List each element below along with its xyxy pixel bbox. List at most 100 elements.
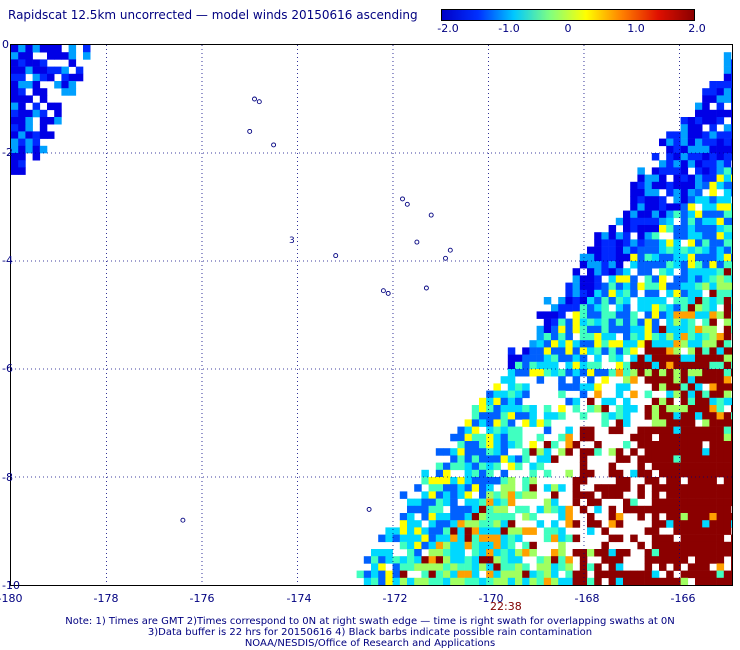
wind-cell: [421, 570, 429, 579]
wind-cell: [507, 541, 516, 550]
wind-cell: [709, 203, 717, 211]
wind-cell: [623, 549, 631, 557]
wind-cell: [630, 189, 638, 197]
wind-cell: [666, 145, 674, 154]
wind-cell: [493, 563, 501, 571]
wind-cell: [608, 354, 617, 363]
wind-cell: [443, 570, 451, 579]
wind-cell: [637, 455, 645, 463]
wind-cell: [702, 131, 710, 139]
wind-cell: [608, 246, 617, 255]
wind-cell: [716, 117, 725, 125]
wind-cell: [709, 534, 717, 543]
wind-cell: [659, 534, 667, 543]
wind-cell: [421, 505, 429, 514]
wind-cell: [659, 419, 667, 427]
wind-cell: [651, 527, 660, 535]
wind-cell: [702, 498, 710, 507]
wind-cell: [435, 577, 444, 585]
wind-cell: [529, 549, 537, 557]
wind-cell: [507, 534, 516, 543]
wind-cell: [723, 109, 732, 118]
wind-cell: [378, 563, 386, 571]
wind-cell: [479, 441, 487, 449]
wind-cell: [615, 563, 624, 571]
wind-cell: [601, 297, 609, 305]
wind-cell: [680, 491, 689, 499]
wind-cell: [644, 354, 653, 363]
wind-cell: [594, 361, 602, 370]
wind-cell: [630, 261, 638, 269]
x-tick-label: -180: [0, 592, 23, 605]
wind-cell: [32, 66, 41, 75]
wind-cell: [644, 426, 653, 435]
wind-cell: [709, 419, 717, 427]
wind-cell: [695, 549, 703, 557]
wind-cell: [680, 513, 689, 521]
wind-cell: [651, 397, 660, 406]
wind-cell: [673, 225, 681, 233]
wind-cell: [731, 325, 732, 334]
wind-cell: [551, 556, 559, 564]
wind-cell: [687, 455, 696, 463]
wind-cell: [680, 361, 689, 370]
footer-note-line: NOAA/NESDIS/Office of Research and Appli…: [244, 638, 496, 649]
wind-cell: [378, 549, 386, 557]
wind-cell: [551, 498, 559, 507]
wind-cell: [702, 325, 710, 334]
wind-cell: [680, 210, 689, 219]
wind-cell: [687, 354, 696, 363]
wind-cell: [702, 174, 710, 183]
wind-cell: [637, 491, 645, 499]
wind-cell: [378, 577, 386, 585]
wind-cell: [651, 347, 660, 355]
wind-cell: [464, 441, 473, 449]
wind-cell: [414, 577, 422, 585]
wind-cell: [551, 577, 559, 585]
wind-cell: [507, 354, 516, 363]
wind-cell: [471, 469, 480, 478]
wind-cell: [500, 455, 509, 463]
wind-cell: [723, 390, 732, 399]
wind-cell: [471, 405, 480, 413]
wind-cell: [673, 181, 681, 190]
wind-cell: [695, 469, 703, 478]
wind-cell: [695, 390, 703, 399]
wind-cell: [637, 433, 645, 442]
wind-cell: [731, 95, 732, 103]
wind-cell: [687, 196, 696, 204]
wind-cell: [443, 491, 451, 499]
wind-cell: [723, 333, 732, 341]
wind-cell: [486, 419, 494, 427]
wind-cell: [543, 325, 552, 334]
wind-cell: [709, 253, 717, 262]
wind-cell: [716, 397, 725, 406]
colorbar-tick-label: 2.0: [688, 22, 706, 35]
wind-cell: [443, 541, 451, 550]
wind-cell: [594, 268, 602, 276]
wind-cell: [651, 246, 660, 255]
wind-cell: [587, 527, 595, 535]
wind-cell: [687, 131, 696, 139]
wind-cell: [565, 325, 573, 334]
wind-cell: [680, 455, 689, 463]
wind-cell: [601, 491, 609, 499]
wind-cell: [680, 333, 689, 341]
wind-cell: [644, 203, 653, 211]
wind-cell: [579, 304, 588, 312]
wind-cell: [615, 304, 624, 312]
wind-cell: [25, 109, 33, 118]
wind-cell: [522, 383, 530, 391]
wind-cell: [464, 556, 473, 564]
wind-cell: [558, 513, 566, 521]
wind-cell: [673, 289, 681, 298]
wind-cell: [659, 210, 667, 219]
wind-cell: [716, 448, 725, 456]
wind-cell: [558, 505, 566, 514]
wind-cell: [702, 433, 710, 442]
wind-cell: [680, 541, 689, 550]
wind-cell: [479, 419, 487, 427]
wind-cell: [443, 556, 451, 564]
wind-cell: [680, 469, 689, 478]
wind-cell: [572, 282, 581, 291]
